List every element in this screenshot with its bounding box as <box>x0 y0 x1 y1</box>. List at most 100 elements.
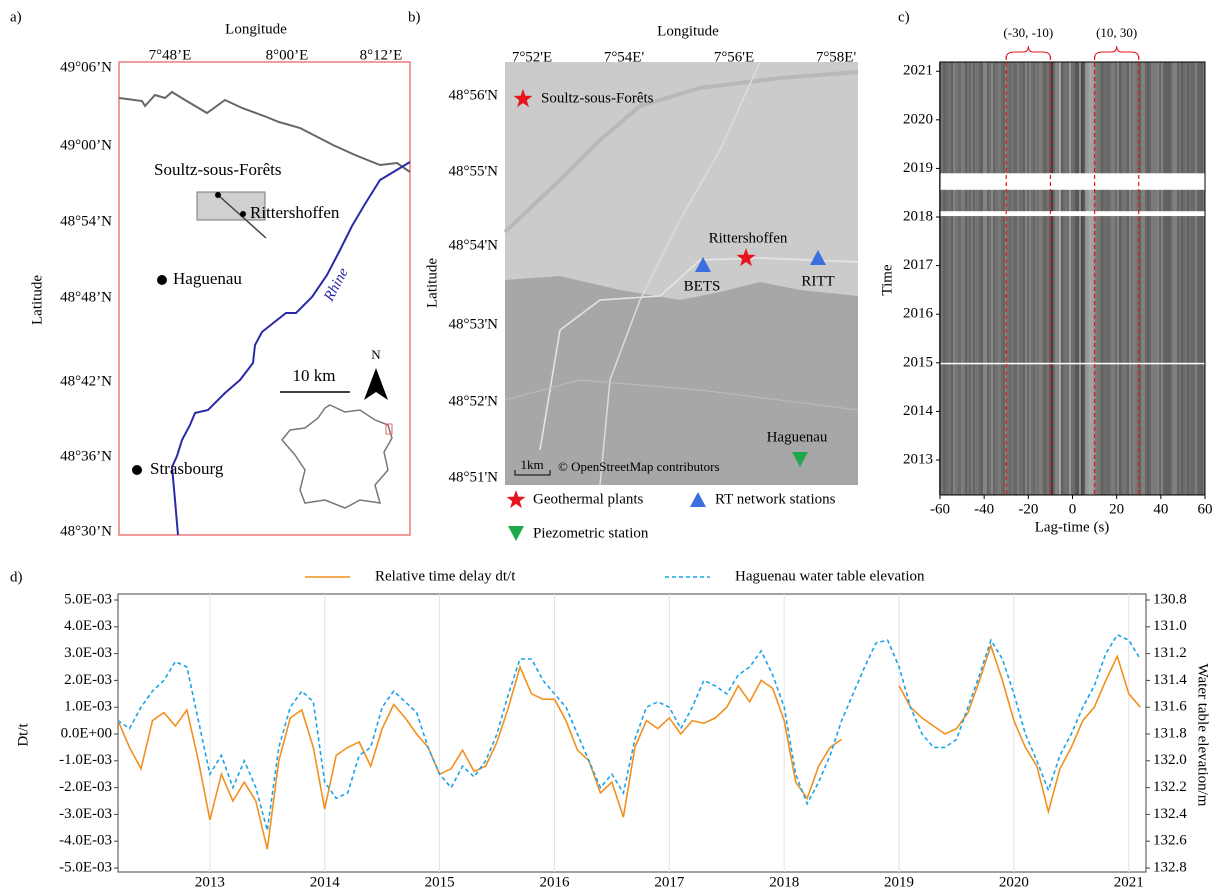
legend-marker <box>507 490 526 508</box>
x-axis-label: Lag-time (s) <box>1035 519 1110 535</box>
x-tick-label: 20 <box>1109 501 1124 517</box>
y-tick-label: 2021 <box>903 63 933 79</box>
y2-tick-label: 131.4 <box>1153 672 1187 688</box>
y2-tick-label: 131.0 <box>1153 618 1187 634</box>
lon-tick: 7°52'E <box>512 49 552 65</box>
y2-tick-label: 132.6 <box>1153 833 1187 849</box>
y2-tick-label: 132.2 <box>1153 779 1187 795</box>
y-tick-label: 0.0E+00 <box>61 725 112 741</box>
y-tick-label: -2.0E-03 <box>59 779 112 795</box>
x-tick-label: 2015 <box>425 874 455 890</box>
y-tick-label: -1.0E-03 <box>59 752 112 768</box>
panel-label: c) <box>898 9 910 25</box>
x-tick-label: -40 <box>974 501 994 517</box>
window-bracket <box>1006 46 1050 58</box>
y-tick-label: 2014 <box>903 403 934 419</box>
lat-tick: 48°54’N <box>60 213 112 229</box>
lat-tick: 48°54'N <box>448 237 498 253</box>
site <box>215 192 221 198</box>
x-tick-label: 2014 <box>310 874 341 890</box>
plot-frame <box>118 594 1146 872</box>
place-label: Rittershoffen <box>709 230 788 246</box>
scale-label: 10 km <box>293 366 336 385</box>
legend-marker <box>690 492 706 507</box>
data-gap <box>940 363 1205 365</box>
north-label: N <box>371 347 381 362</box>
y-tick-label: 5.0E-03 <box>64 591 112 607</box>
lon-tick: 7°48’E <box>149 47 192 63</box>
y2-tick-label: 131.8 <box>1153 725 1187 741</box>
lat-tick: 48°56'N <box>448 87 498 103</box>
figure: a) b) c) d) Longitude Latitude 7°48’E 8°… <box>0 0 1217 892</box>
x-tick-label: 2021 <box>1114 874 1144 890</box>
credit: © OpenStreetMap contributors <box>558 459 720 474</box>
station-label: Haguenau <box>767 429 828 445</box>
site <box>240 211 246 217</box>
panel-label: b) <box>408 9 421 25</box>
y-tick-label: 1.0E-03 <box>64 699 112 715</box>
y-tick-label: -3.0E-03 <box>59 806 112 822</box>
x-tick-label: 2018 <box>769 874 799 890</box>
place-label: Soultz-sous-Forêts <box>541 90 654 106</box>
place-label: Strasbourg <box>150 459 224 478</box>
correlogram-texture <box>940 62 1204 495</box>
y-tick-label: 2015 <box>903 354 933 370</box>
place-label: Soultz-sous-Forêts <box>154 160 282 179</box>
y-axis-label: Time <box>879 264 895 295</box>
city <box>157 275 167 285</box>
y2-tick-label: 132.4 <box>1153 806 1187 822</box>
place-label: Rittershoffen <box>250 203 340 222</box>
window-bracket <box>1095 46 1139 58</box>
y-tick-label: -5.0E-03 <box>59 859 112 875</box>
y2-tick-label: 130.8 <box>1153 591 1187 607</box>
lon-tick: 7°54E' <box>604 49 645 65</box>
data-gap <box>940 173 1205 190</box>
y2-tick-label: 131.2 <box>1153 645 1187 661</box>
lat-tick: 48°48’N <box>60 289 112 305</box>
y2-tick-label: 131.6 <box>1153 699 1187 715</box>
lat-tick: 48°42’N <box>60 373 112 389</box>
lat-tick: 48°30’N <box>60 523 112 539</box>
x-tick-label: 2020 <box>999 874 1029 890</box>
y-tick-label: 2013 <box>903 451 933 467</box>
panel-label: d) <box>10 569 23 585</box>
axis-label: Longitude <box>225 21 287 37</box>
x-tick-label: 2019 <box>884 874 914 890</box>
legend-label: Piezometric station <box>533 525 649 541</box>
x-tick-label: 0 <box>1069 501 1077 517</box>
lat-tick: 48°55'N <box>448 163 498 179</box>
y-tick-label: 2018 <box>903 208 933 224</box>
x-tick-label: 40 <box>1153 501 1168 517</box>
x-tick-label: 2013 <box>195 874 225 890</box>
y-tick-label: 2019 <box>903 160 933 176</box>
window-label: (-30, -10) <box>1003 25 1053 40</box>
lat-tick: 48°52'N <box>448 393 498 409</box>
station-label: RITT <box>801 273 834 289</box>
station-label: BETS <box>684 278 721 294</box>
city <box>132 465 142 475</box>
lat-tick: 49°06’N <box>60 59 112 75</box>
y2-tick-label: 132.0 <box>1153 752 1187 768</box>
lon-tick: 7°56'E <box>714 49 754 65</box>
scale-label: 1km <box>520 457 543 472</box>
lon-tick: 8°12’E <box>360 47 403 63</box>
x-tick-label: 2016 <box>539 874 570 890</box>
y-tick-label: 3.0E-03 <box>64 645 112 661</box>
legend-label: RT network stations <box>715 491 836 507</box>
x-tick-label: 2017 <box>654 874 685 890</box>
axis-label: Latitude <box>29 275 45 325</box>
y-axis-label: Dt/t <box>15 723 31 747</box>
legend-label: Relative time delay dt/t <box>375 568 516 584</box>
axis-label: Longitude <box>657 23 719 39</box>
y-tick-label: 2017 <box>903 257 934 273</box>
x-tick-label: -60 <box>930 501 950 517</box>
lon-tick: 7°58E' <box>816 49 857 65</box>
data-gap <box>940 211 1205 216</box>
lat-tick: 49°00’N <box>60 137 112 153</box>
legend-label: Geothermal plants <box>533 491 644 507</box>
y-tick-label: 2016 <box>903 306 934 322</box>
panel-label: a) <box>10 9 22 25</box>
x-tick-label: -20 <box>1018 501 1038 517</box>
y-tick-label: 4.0E-03 <box>64 618 112 634</box>
legend-marker <box>508 526 524 541</box>
